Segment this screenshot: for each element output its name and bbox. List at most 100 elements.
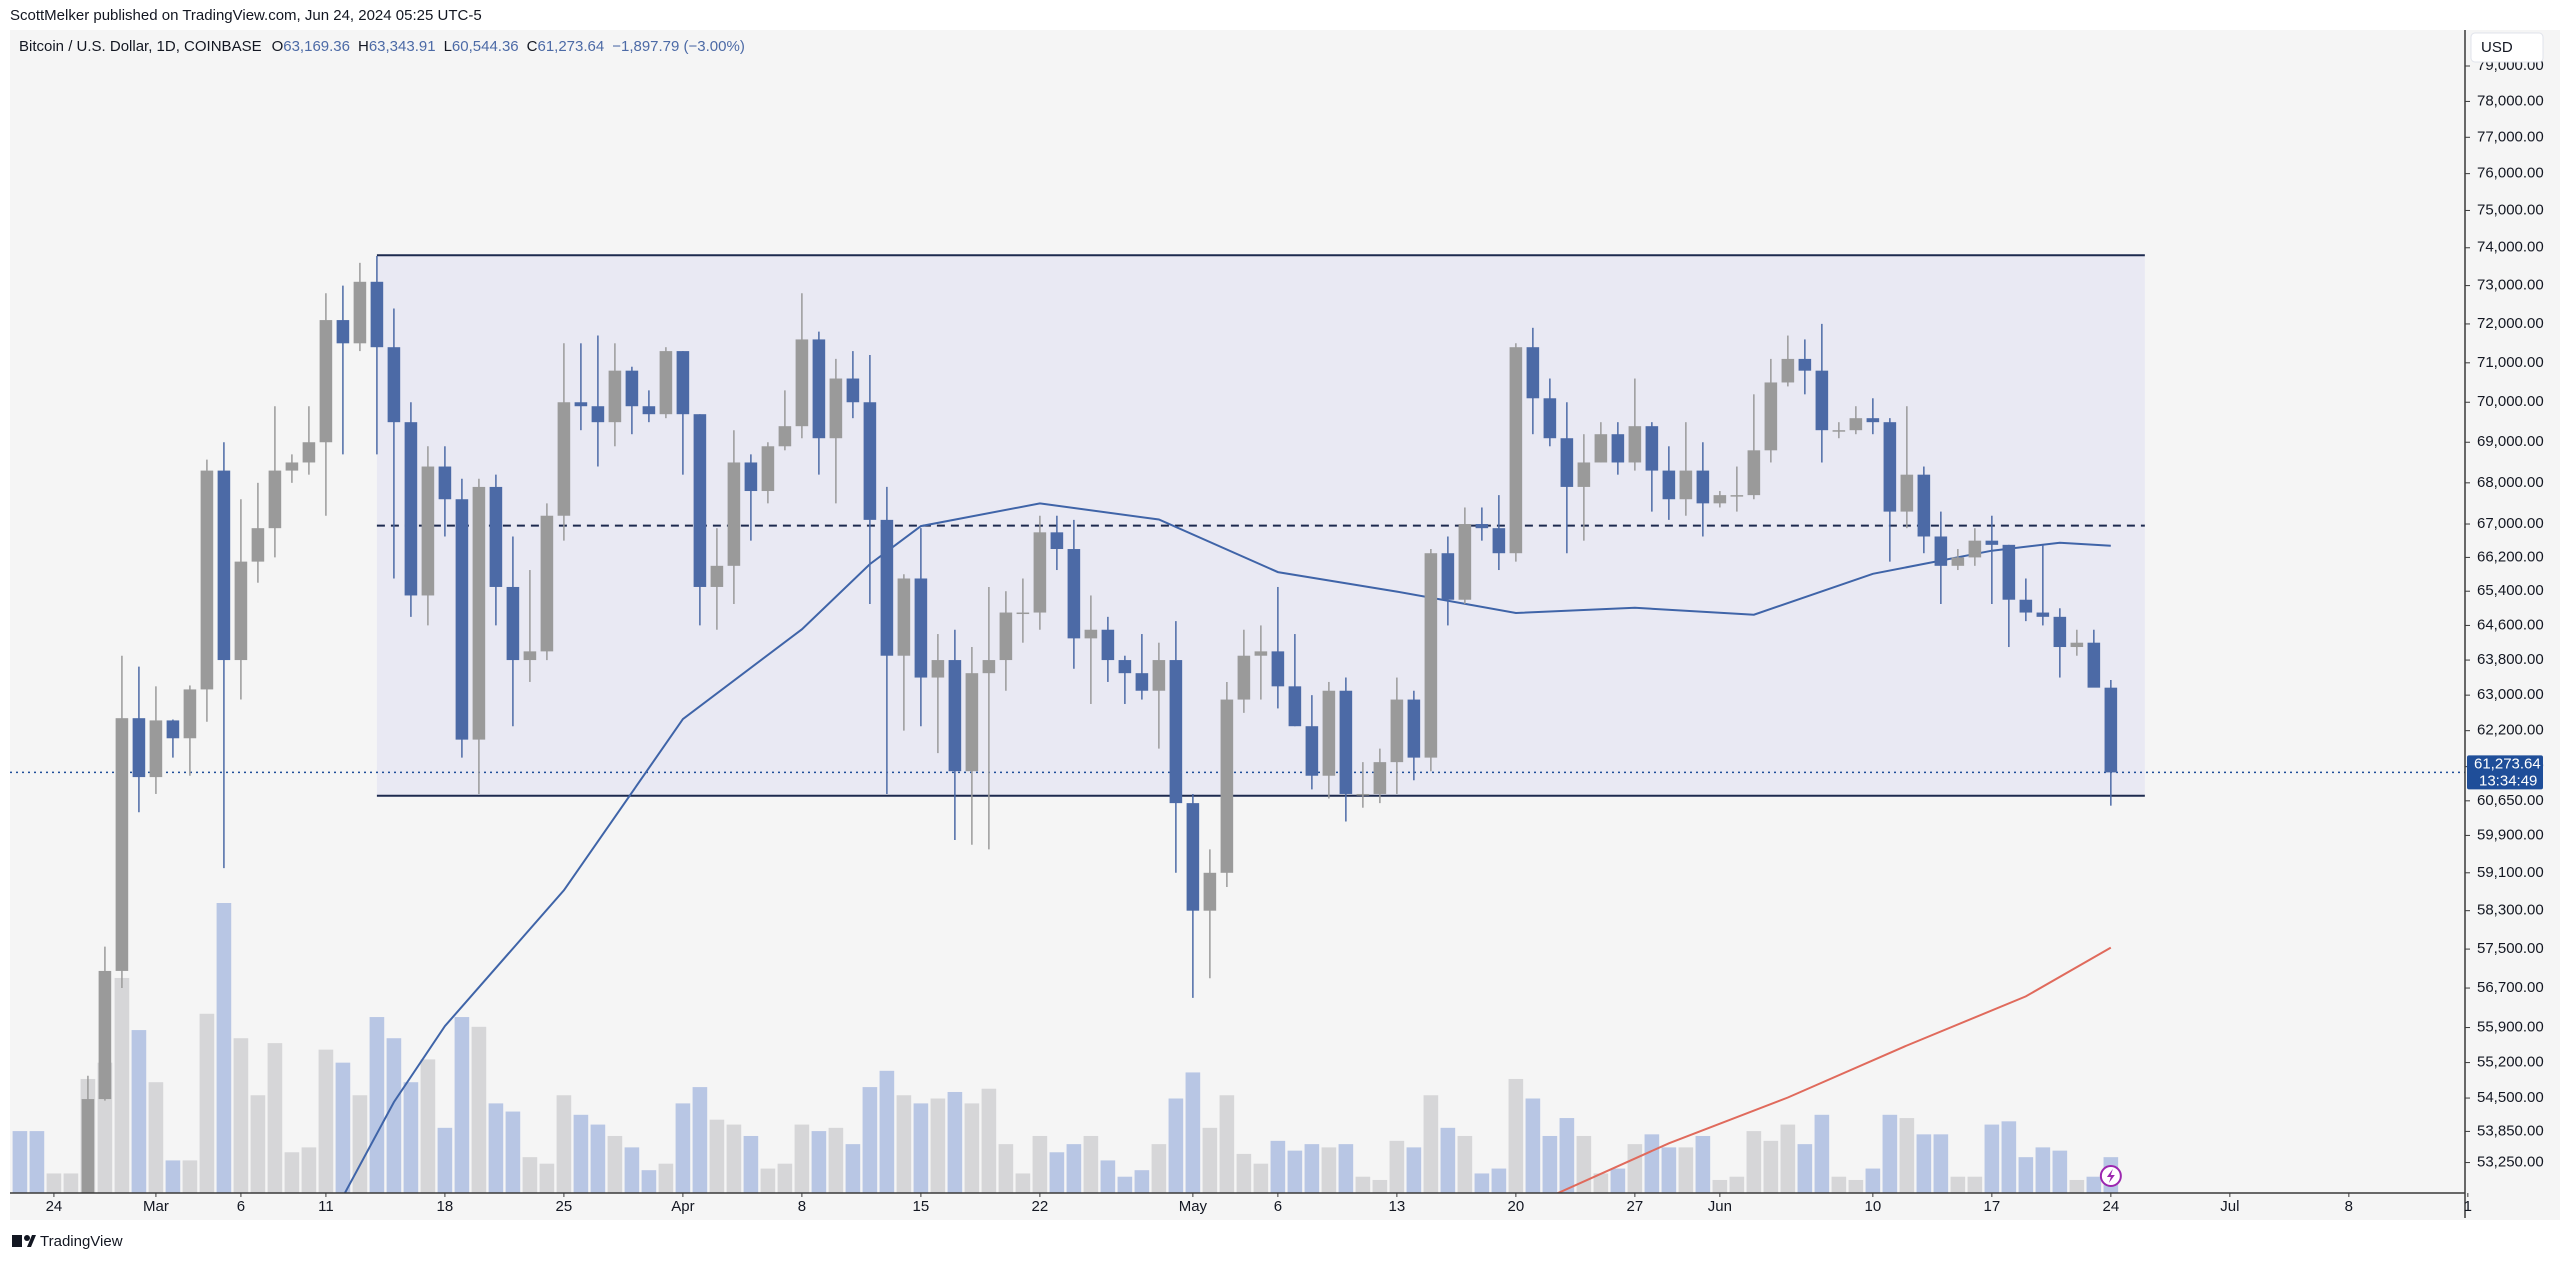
volume-bar	[1661, 1147, 1677, 1193]
volume-bar	[1933, 1134, 1949, 1193]
candle-body	[710, 565, 724, 587]
volume-bar	[46, 1173, 62, 1193]
candle-body	[999, 612, 1013, 661]
candle-body	[880, 519, 894, 656]
volume-bar	[1950, 1176, 1966, 1193]
y-tick-label: 62,200.00	[2477, 722, 2544, 739]
symbol: Bitcoin / U.S. Dollar, 1D, COINBASE	[19, 38, 262, 55]
candle-body	[523, 651, 537, 661]
x-tick-label: 22	[1032, 1198, 1049, 1215]
volume-bar	[1304, 1144, 1320, 1193]
y-tick-label: 73,000.00	[2477, 277, 2544, 294]
candle-body	[81, 1099, 95, 1193]
candle-body	[404, 422, 418, 596]
candle-body	[2053, 616, 2067, 648]
candle-body	[319, 320, 333, 443]
volume-bar	[2086, 1176, 2102, 1193]
volume-bar	[1746, 1131, 1762, 1193]
candle-body	[1951, 557, 1965, 566]
candle-body	[744, 462, 758, 492]
candle-body	[2070, 642, 2084, 648]
change: −1,897.79 (−3.00%)	[612, 38, 745, 55]
volume-bar	[1491, 1168, 1507, 1193]
candle-body	[897, 578, 911, 656]
currency-box[interactable]	[2470, 32, 2544, 63]
y-tick-label: 59,100.00	[2477, 864, 2544, 881]
candle-body	[489, 486, 503, 587]
volume-bar	[318, 1049, 334, 1193]
volume-bar	[1644, 1134, 1660, 1193]
candle-body	[676, 351, 690, 415]
y-tick-label: 66,200.00	[2477, 548, 2544, 565]
candle-body	[1526, 347, 1540, 399]
volume-bar	[896, 1095, 912, 1193]
candle-body	[1917, 474, 1931, 537]
candle-body	[812, 339, 826, 439]
y-tick-label: 53,250.00	[2477, 1154, 2544, 1171]
candle-body	[2002, 544, 2016, 600]
chart-background	[10, 30, 2560, 1220]
volume-bar	[1015, 1173, 1031, 1193]
candle-body	[829, 378, 843, 439]
x-tick-label: 15	[913, 1198, 930, 1215]
candle-body	[1560, 438, 1574, 487]
candle-body	[1883, 422, 1897, 512]
candle-body	[1832, 430, 1846, 432]
volume-bar	[1236, 1153, 1252, 1193]
candle-body	[1169, 660, 1183, 804]
volume-bar	[1916, 1134, 1932, 1193]
volume-bar	[233, 1038, 249, 1193]
candle-body	[1815, 370, 1829, 431]
candle-body	[1339, 690, 1353, 794]
volume-bar	[1151, 1144, 1167, 1193]
candle-body	[1424, 553, 1438, 758]
y-tick-label: 70,000.00	[2477, 393, 2544, 410]
volume-bar	[590, 1124, 606, 1193]
volume-bar	[1338, 1144, 1354, 1193]
x-tick-label: 27	[1627, 1198, 1644, 1215]
volume-bar	[658, 1163, 674, 1193]
y-tick-label: 77,000.00	[2477, 128, 2544, 145]
x-tick-label: 6	[1274, 1198, 1282, 1215]
volume-bar	[1440, 1127, 1456, 1193]
candle-body	[302, 442, 316, 463]
candle-body	[1152, 660, 1166, 691]
volume-bar	[131, 1030, 147, 1193]
candle-body	[1441, 553, 1455, 600]
volume-bar	[1168, 1098, 1184, 1193]
volume-bar	[369, 1017, 385, 1193]
candle-body	[1203, 872, 1217, 911]
x-tick-label: 1	[2464, 1198, 2472, 1215]
volume-bar	[250, 1095, 266, 1193]
y-tick-label: 55,900.00	[2477, 1019, 2544, 1036]
candle-body	[1492, 528, 1506, 554]
candle-body	[183, 689, 197, 739]
y-tick-label: 65,400.00	[2477, 582, 2544, 599]
candle-body	[1594, 434, 1608, 463]
y-tick-label: 58,300.00	[2477, 902, 2544, 919]
candle-body	[166, 720, 180, 739]
ohlc-key: H	[358, 38, 369, 55]
volume-bar	[199, 1013, 215, 1193]
volume-bar	[539, 1163, 555, 1193]
candle-body	[336, 320, 350, 344]
volume-bar	[1814, 1114, 1830, 1193]
ohlc-key: C	[527, 38, 538, 55]
candle-body	[472, 486, 486, 740]
candle-body	[421, 466, 435, 596]
candle-body	[914, 578, 928, 678]
x-tick-label: 10	[1865, 1198, 1882, 1215]
candle-body	[1135, 673, 1149, 691]
candle-body	[761, 446, 775, 492]
alert-icon	[2099, 1165, 2122, 1187]
y-tick-label: 55,200.00	[2477, 1054, 2544, 1071]
volume-bar	[1032, 1135, 1048, 1193]
volume-bar	[284, 1152, 300, 1193]
volume-bar	[1678, 1147, 1694, 1193]
y-tick-label: 63,800.00	[2477, 651, 2544, 668]
volume-bar	[1610, 1168, 1626, 1193]
volume-bar	[981, 1088, 997, 1193]
volume-bar	[1848, 1179, 1864, 1193]
candle-body	[846, 378, 860, 403]
